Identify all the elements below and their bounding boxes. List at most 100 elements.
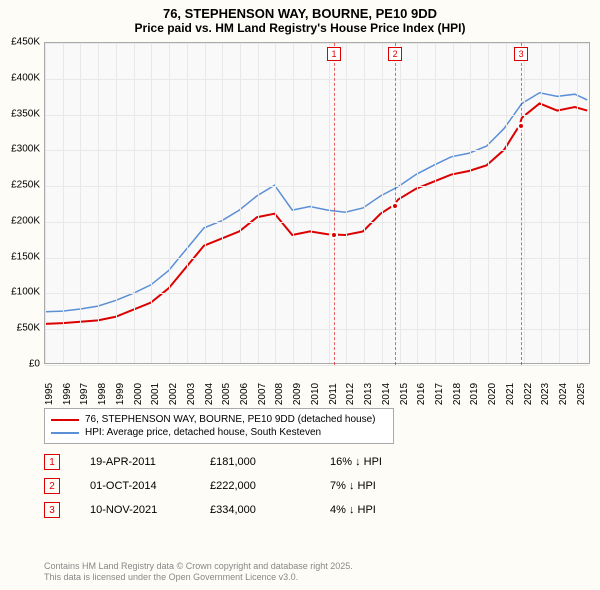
marker-table-badge: 3 bbox=[44, 502, 60, 518]
x-tick-label: 2012 bbox=[345, 383, 356, 405]
x-tick-label: 1999 bbox=[115, 383, 126, 405]
x-tick-label: 2001 bbox=[150, 383, 161, 405]
marker-table-row: 201-OCT-2014£222,0007% ↓ HPI bbox=[44, 474, 430, 498]
gridline-v bbox=[364, 43, 365, 363]
gridline-v bbox=[45, 43, 46, 363]
gridline-v bbox=[435, 43, 436, 363]
gridline-v bbox=[488, 43, 489, 363]
y-tick-label: £100K bbox=[11, 287, 40, 298]
gridline-v bbox=[258, 43, 259, 363]
marker-diff: 16% ↓ HPI bbox=[330, 456, 430, 468]
gridline-v bbox=[559, 43, 560, 363]
marker-table-row: 119-APR-2011£181,00016% ↓ HPI bbox=[44, 450, 430, 474]
gridline-v bbox=[541, 43, 542, 363]
y-tick-label: £300K bbox=[11, 144, 40, 155]
legend-row: 76, STEPHENSON WAY, BOURNE, PE10 9DD (de… bbox=[51, 413, 387, 426]
marker-table-badge: 2 bbox=[44, 478, 60, 494]
legend-swatch-price bbox=[51, 419, 79, 421]
chart-subtitle: Price paid vs. HM Land Registry's House … bbox=[0, 21, 600, 39]
x-tick-label: 2002 bbox=[168, 383, 179, 405]
gridline-v bbox=[470, 43, 471, 363]
gridline-h bbox=[45, 43, 589, 44]
x-tick-label: 1996 bbox=[62, 383, 73, 405]
x-axis: 1995199619971998199920002001200220032004… bbox=[44, 366, 590, 406]
x-tick-label: 2013 bbox=[363, 383, 374, 405]
gridline-v bbox=[205, 43, 206, 363]
gridline-h bbox=[45, 258, 589, 259]
gridline-v bbox=[293, 43, 294, 363]
legend-label-hpi: HPI: Average price, detached house, Sout… bbox=[85, 427, 321, 438]
marker-table-row: 310-NOV-2021£334,0004% ↓ HPI bbox=[44, 498, 430, 522]
chart-container: 76, STEPHENSON WAY, BOURNE, PE10 9DD Pri… bbox=[0, 0, 600, 590]
marker-date: 10-NOV-2021 bbox=[90, 504, 210, 516]
attribution-line: This data is licensed under the Open Gov… bbox=[44, 572, 353, 584]
gridline-v bbox=[417, 43, 418, 363]
y-tick-label: £200K bbox=[11, 215, 40, 226]
markers-table: 119-APR-2011£181,00016% ↓ HPI201-OCT-201… bbox=[44, 450, 430, 522]
x-tick-label: 2015 bbox=[399, 383, 410, 405]
plot-area: 1 2 3 bbox=[44, 42, 590, 364]
gridline-h bbox=[45, 150, 589, 151]
legend: 76, STEPHENSON WAY, BOURNE, PE10 9DD (de… bbox=[44, 408, 394, 444]
x-tick-label: 2022 bbox=[523, 383, 534, 405]
x-tick-label: 2024 bbox=[558, 383, 569, 405]
y-tick-label: £50K bbox=[17, 323, 40, 334]
gridline-h bbox=[45, 115, 589, 116]
gridline-v bbox=[506, 43, 507, 363]
gridline-v bbox=[116, 43, 117, 363]
gridline-h bbox=[45, 293, 589, 294]
gridline-v bbox=[63, 43, 64, 363]
attribution: Contains HM Land Registry data © Crown c… bbox=[44, 561, 353, 584]
attribution-line: Contains HM Land Registry data © Crown c… bbox=[44, 561, 353, 573]
marker-badge-2: 2 bbox=[388, 47, 402, 61]
x-tick-label: 2000 bbox=[133, 383, 144, 405]
gridline-v bbox=[240, 43, 241, 363]
x-tick-label: 2020 bbox=[487, 383, 498, 405]
y-tick-label: £0 bbox=[29, 359, 40, 370]
x-tick-label: 2014 bbox=[381, 383, 392, 405]
y-tick-label: £400K bbox=[11, 72, 40, 83]
gridline-h bbox=[45, 329, 589, 330]
gridline-v bbox=[222, 43, 223, 363]
x-tick-label: 2011 bbox=[328, 383, 339, 405]
x-tick-label: 2016 bbox=[416, 383, 427, 405]
chart-svg bbox=[45, 43, 589, 363]
legend-swatch-hpi bbox=[51, 432, 79, 434]
marker-table-badge: 1 bbox=[44, 454, 60, 470]
marker-dot bbox=[517, 122, 525, 130]
x-tick-label: 1998 bbox=[97, 383, 108, 405]
x-tick-label: 2025 bbox=[576, 383, 587, 405]
gridline-v bbox=[400, 43, 401, 363]
y-tick-label: £350K bbox=[11, 108, 40, 119]
y-axis: £0£50K£100K£150K£200K£250K£300K£350K£400… bbox=[0, 42, 42, 364]
chart-title: 76, STEPHENSON WAY, BOURNE, PE10 9DD bbox=[0, 0, 600, 21]
x-tick-label: 1997 bbox=[79, 383, 90, 405]
marker-vline bbox=[521, 43, 522, 365]
gridline-v bbox=[275, 43, 276, 363]
gridline-h bbox=[45, 186, 589, 187]
legend-label-price: 76, STEPHENSON WAY, BOURNE, PE10 9DD (de… bbox=[85, 414, 376, 425]
x-tick-label: 2019 bbox=[469, 383, 480, 405]
x-tick-label: 2018 bbox=[452, 383, 463, 405]
marker-price: £181,000 bbox=[210, 456, 330, 468]
x-tick-label: 2017 bbox=[434, 383, 445, 405]
gridline-v bbox=[329, 43, 330, 363]
x-tick-label: 2004 bbox=[204, 383, 215, 405]
gridline-v bbox=[346, 43, 347, 363]
gridline-h bbox=[45, 79, 589, 80]
marker-price: £222,000 bbox=[210, 480, 330, 492]
marker-badge-1: 1 bbox=[327, 47, 341, 61]
marker-diff: 4% ↓ HPI bbox=[330, 504, 430, 516]
marker-badge-3: 3 bbox=[514, 47, 528, 61]
legend-row: HPI: Average price, detached house, Sout… bbox=[51, 426, 387, 439]
gridline-v bbox=[453, 43, 454, 363]
x-tick-label: 2021 bbox=[505, 383, 516, 405]
x-tick-label: 2009 bbox=[292, 383, 303, 405]
marker-date: 01-OCT-2014 bbox=[90, 480, 210, 492]
gridline-v bbox=[311, 43, 312, 363]
gridline-v bbox=[134, 43, 135, 363]
marker-dot bbox=[391, 202, 399, 210]
x-tick-label: 2006 bbox=[239, 383, 250, 405]
gridline-v bbox=[169, 43, 170, 363]
x-tick-label: 2005 bbox=[221, 383, 232, 405]
